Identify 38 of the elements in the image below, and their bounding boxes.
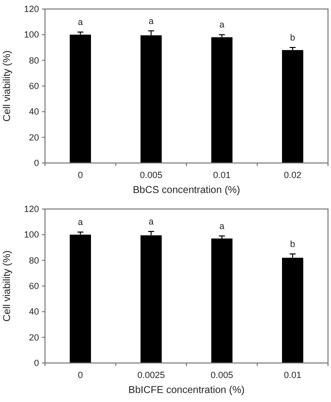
annotation: b <box>290 32 296 42</box>
y-tick-label: 60 <box>28 81 39 91</box>
y-axis-title: Cell viability (%) <box>2 250 13 322</box>
x-tick-label: 0 <box>78 170 83 180</box>
x-tick-label: 0.02 <box>284 170 302 180</box>
bar <box>211 238 232 363</box>
y-tick-label: 60 <box>28 281 39 291</box>
bar <box>140 235 162 363</box>
y-tick-label: 20 <box>28 132 39 142</box>
x-axis-title: BbICFE concentration (%) <box>128 385 245 396</box>
x-tick-label: 0.01 <box>213 170 231 180</box>
y-tick-label: 40 <box>28 106 39 117</box>
y-tick-label: 0 <box>34 358 39 368</box>
annotation: a <box>219 220 224 231</box>
y-tick-label: 20 <box>28 332 39 342</box>
bar <box>70 234 91 363</box>
x-tick-label: 0.01 <box>284 370 302 380</box>
x-axis-title: BbCS concentration (%) <box>132 185 240 196</box>
y-tick-label: 100 <box>24 30 39 40</box>
annotation: a <box>78 17 83 28</box>
y-axis-title: Cell viability (%) <box>2 50 13 122</box>
annotation: a <box>219 20 224 30</box>
x-tick-label: 0.0025 <box>137 370 165 380</box>
y-tick-label: 80 <box>28 55 39 66</box>
y-tick-label: 0 <box>34 158 39 168</box>
y-tick-label: 120 <box>24 204 39 214</box>
y-tick-label: 120 <box>24 4 39 14</box>
annotation: a <box>148 216 154 226</box>
annotation: b <box>290 238 296 249</box>
x-tick-label: 0 <box>78 370 83 380</box>
y-tick-label: 40 <box>28 306 39 317</box>
y-tick-label: 80 <box>28 255 39 266</box>
x-tick-label: 0.005 <box>210 370 234 380</box>
y-tick-label: 100 <box>24 230 39 240</box>
annotation: a <box>148 16 154 26</box>
x-tick-label: 0.005 <box>140 170 162 180</box>
bar <box>282 258 304 363</box>
annotation: a <box>78 217 83 228</box>
